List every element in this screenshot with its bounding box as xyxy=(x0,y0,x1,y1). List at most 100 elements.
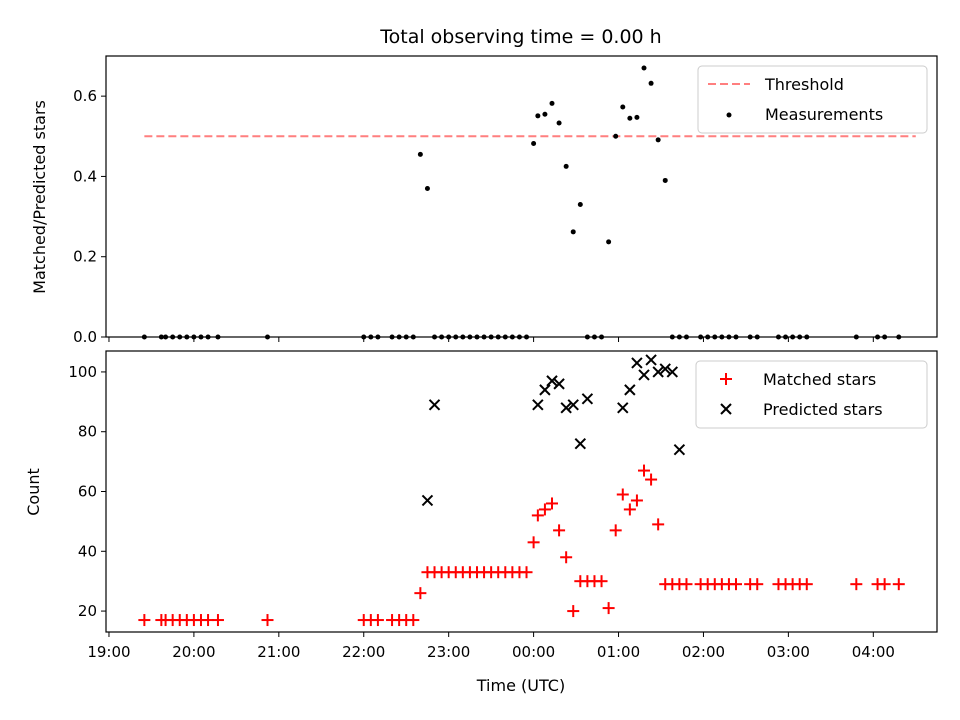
measurement-point xyxy=(606,239,612,245)
matched-star-point xyxy=(407,614,420,627)
measurement-point xyxy=(627,115,633,121)
predicted-legend-marker xyxy=(720,403,732,415)
predicted-star-point xyxy=(574,437,587,450)
matched-legend-marker xyxy=(720,373,732,385)
predicted-star-point xyxy=(428,399,441,411)
predicted-star-point xyxy=(567,399,579,411)
top-legend-box xyxy=(697,65,928,134)
matched-star-point xyxy=(680,578,693,591)
predicted-star-point xyxy=(659,363,671,375)
bottom-y-tick-label: 60 xyxy=(78,483,97,501)
matched-star-point xyxy=(538,503,551,516)
bottom-legend-box xyxy=(695,360,928,429)
top-y-tick-label: 0.4 xyxy=(73,167,97,185)
measurements-legend-label: Measurements xyxy=(765,105,883,124)
measurements-legend-marker xyxy=(726,112,732,118)
matched-star-point xyxy=(531,509,544,522)
measurement-point xyxy=(620,104,626,110)
measurement-point xyxy=(641,65,647,71)
predicted-star-point xyxy=(553,378,565,390)
matched-star-point xyxy=(623,503,636,516)
matched-star-point xyxy=(211,614,224,627)
measurement-point xyxy=(577,202,583,208)
predicted-star-point xyxy=(617,402,629,414)
measurement-point xyxy=(662,177,668,183)
matched-star-point xyxy=(638,464,651,477)
top-title: Total observing time = 0.00 h xyxy=(379,26,661,48)
predicted-star-point xyxy=(546,375,558,387)
bottom-y-tick-label: 20 xyxy=(78,602,97,620)
bottom-y-tick-label: 80 xyxy=(78,423,97,441)
measurement-point xyxy=(549,100,555,106)
matched-star-point xyxy=(730,578,743,591)
matched-star-point xyxy=(850,578,863,591)
x-tick-label: 01:00 xyxy=(597,643,640,661)
matched-star-point xyxy=(371,614,384,627)
matched-star-point xyxy=(609,524,622,537)
predicted-star-point xyxy=(666,366,679,378)
matched-star-point xyxy=(800,578,813,591)
measurement-point xyxy=(648,80,654,86)
measurement-point xyxy=(542,111,548,117)
predicted-legend-label: Predicted stars xyxy=(763,400,883,419)
predicted-star-point xyxy=(560,402,572,414)
matched-star-point xyxy=(553,524,566,537)
x-tick-label: 00:00 xyxy=(512,643,555,661)
measurement-point xyxy=(556,120,562,126)
matched-star-point xyxy=(751,578,764,591)
top-ylabel: Matched/Predicted stars xyxy=(30,100,49,294)
measurement-point xyxy=(655,137,661,143)
matched-legend-label: Matched stars xyxy=(763,370,876,389)
measurement-point xyxy=(570,229,576,235)
x-tick-label: 23:00 xyxy=(427,643,470,661)
predicted-star-point xyxy=(624,384,636,396)
matched-star-point xyxy=(892,578,905,591)
bottom-plot-area: 19:00 20:00 21:00 22:00 23:00 00:00 01:00 02:00… xyxy=(68,354,905,661)
matched-star-point xyxy=(567,605,580,618)
top-y-tick-label: 0.2 xyxy=(73,248,97,266)
predicted-star-point xyxy=(638,369,650,381)
measurement-point xyxy=(535,113,541,119)
matched-star-point xyxy=(652,518,665,531)
top-legend: Threshold Measurements xyxy=(697,65,928,134)
measurement-point xyxy=(424,185,430,191)
measurement-point xyxy=(563,163,569,169)
bottom-y-tick-label: 40 xyxy=(78,542,97,560)
threshold-legend-label: Threshold xyxy=(764,75,844,94)
x-tick-label: 03:00 xyxy=(767,643,810,661)
predicted-star-point xyxy=(421,494,434,507)
measurement-point xyxy=(634,114,640,120)
bottom-legend: Matched stars Predicted stars xyxy=(695,360,928,429)
matched-star-point xyxy=(630,494,643,507)
top-panel: Total observing time = 0.00 h Matched/Pr… xyxy=(30,26,938,346)
matched-star-point xyxy=(878,578,891,591)
bottom-xlabel: Time (UTC) xyxy=(476,676,565,695)
matched-star-point xyxy=(138,614,151,627)
matched-star-point xyxy=(645,473,658,486)
predicted-star-point xyxy=(581,393,594,405)
top-axes-frame xyxy=(105,55,938,338)
matched-star-point xyxy=(414,587,427,600)
matched-star-point xyxy=(595,575,608,588)
matched-star-point xyxy=(616,488,629,501)
matched-star-point xyxy=(527,536,540,549)
matched-star-point xyxy=(261,614,274,627)
predicted-star-point xyxy=(532,399,544,411)
predicted-star-point xyxy=(631,357,643,369)
predicted-star-point xyxy=(539,384,551,396)
bottom-axes-frame xyxy=(105,350,938,633)
bottom-panel: Count Time (UTC) 19:00 20:00 21:00 22:00 23:… xyxy=(24,350,938,695)
predicted-star-point xyxy=(645,354,657,366)
measurement-point xyxy=(531,141,537,147)
matched-star-point xyxy=(546,497,559,510)
matched-star-point xyxy=(560,551,573,564)
matched-star-point xyxy=(602,602,615,615)
x-tick-label: 20:00 xyxy=(172,643,215,661)
top-y-tick-label: 0.6 xyxy=(73,87,97,105)
predicted-star-point xyxy=(652,366,664,378)
measurement-point xyxy=(613,133,619,139)
bottom-ylabel: Count xyxy=(24,468,43,516)
x-tick-label: 04:00 xyxy=(852,643,895,661)
predicted-star-point xyxy=(673,443,686,456)
